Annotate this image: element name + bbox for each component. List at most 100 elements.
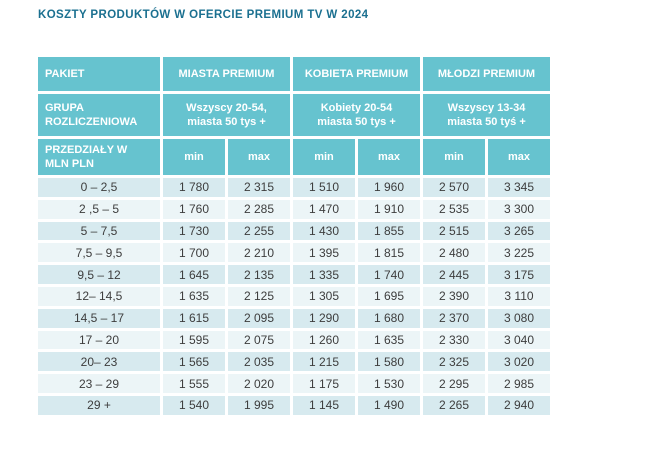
range-cell: 9,5 – 12	[38, 265, 160, 284]
value-cell: 2 515	[423, 221, 485, 241]
col-header-kobieta-max: max	[358, 139, 420, 175]
value-cell: 2 255	[228, 221, 290, 241]
col-header-kobieta-min: min	[293, 139, 355, 175]
value-cell: 2 035	[228, 352, 290, 372]
value-cell: 2 315	[228, 178, 290, 197]
value-cell: 2 325	[423, 352, 485, 372]
range-cell: 29 +	[38, 395, 160, 415]
value-cell: 1 855	[358, 221, 420, 241]
value-cell: 3 225	[488, 243, 550, 263]
value-cell: 1 700	[163, 243, 225, 263]
col-header-miasta-premium: MIASTA PREMIUM	[163, 57, 290, 91]
value-cell: 1 995	[228, 395, 290, 415]
value-cell: 2 330	[423, 330, 485, 350]
grupa-kobieta-premium: Kobiety 20-54 miasta 50 tys +	[293, 94, 420, 136]
value-cell: 1 680	[358, 308, 420, 328]
col-header-mlodzi-min: min	[423, 139, 485, 175]
value-cell: 1 510	[293, 178, 355, 197]
range-cell: 20– 23	[38, 352, 160, 372]
value-cell: 1 635	[358, 330, 420, 350]
value-cell: 2 075	[228, 330, 290, 350]
value-cell: 1 910	[358, 199, 420, 219]
value-cell: 3 345	[488, 178, 550, 197]
value-cell: 1 615	[163, 308, 225, 328]
value-cell: 3 020	[488, 352, 550, 372]
value-cell: 3 110	[488, 286, 550, 306]
value-cell: 1 960	[358, 178, 420, 197]
value-cell: 2 570	[423, 178, 485, 197]
col-header-mlodzi-premium: MŁODZI PREMIUM	[423, 57, 550, 91]
value-cell: 1 470	[293, 199, 355, 219]
range-cell: 7,5 – 9,5	[38, 243, 160, 263]
value-cell: 2 535	[423, 199, 485, 219]
value-cell: 1 215	[293, 352, 355, 372]
value-cell: 1 530	[358, 374, 420, 393]
range-cell: 2 ,5 – 5	[38, 199, 160, 219]
value-cell: 1 490	[358, 395, 420, 415]
range-cell: 17 – 20	[38, 330, 160, 350]
value-cell: 2 095	[228, 308, 290, 328]
value-cell: 2 020	[228, 374, 290, 393]
grupa-mlodzi-line2: miasta 50 tyś +	[447, 116, 526, 128]
col-header-miasta-max: max	[228, 139, 290, 175]
value-cell: 2 135	[228, 265, 290, 284]
value-cell: 2 940	[488, 395, 550, 415]
pricing-table: PAKIET MIASTA PREMIUM KOBIETA PREMIUM MŁ…	[38, 57, 550, 415]
grupa-mlodzi-premium: Wszyscy 13-34 miasta 50 tyś +	[423, 94, 550, 136]
grupa-kobieta-line1: Kobiety 20-54	[320, 101, 393, 114]
value-cell: 1 760	[163, 199, 225, 219]
col-header-miasta-min: min	[163, 139, 225, 175]
range-cell: 14,5 – 17	[38, 308, 160, 328]
range-cell: 12– 14,5	[38, 286, 160, 306]
value-cell: 2 125	[228, 286, 290, 306]
grupa-miasta-line2: miasta 50 tys +	[187, 116, 266, 128]
value-cell: 3 080	[488, 308, 550, 328]
value-cell: 1 540	[163, 395, 225, 415]
value-cell: 1 430	[293, 221, 355, 241]
value-cell: 1 305	[293, 286, 355, 306]
col-header-pakiet: PAKIET	[38, 57, 160, 91]
value-cell: 1 730	[163, 221, 225, 241]
row-header-przedzialy: PRZEDZIAŁY W MLN PLN	[38, 139, 160, 175]
col-header-kobieta-premium: KOBIETA PREMIUM	[293, 57, 420, 91]
row-header-grupa-rozliczeniowa: GRUPA ROZLICZENIOWA	[38, 94, 160, 136]
value-cell: 2 265	[423, 395, 485, 415]
value-cell: 1 595	[163, 330, 225, 350]
value-cell: 1 580	[358, 352, 420, 372]
value-cell: 2 445	[423, 265, 485, 284]
value-cell: 1 740	[358, 265, 420, 284]
grupa-mlodzi-line1: Wszyscy 13-34	[447, 101, 526, 114]
value-cell: 1 395	[293, 243, 355, 263]
value-cell: 2 210	[228, 243, 290, 263]
value-cell: 1 815	[358, 243, 420, 263]
value-cell: 2 985	[488, 374, 550, 393]
value-cell: 1 695	[358, 286, 420, 306]
value-cell: 1 175	[293, 374, 355, 393]
value-cell: 2 295	[423, 374, 485, 393]
range-cell: 0 – 2,5	[38, 178, 160, 197]
value-cell: 3 175	[488, 265, 550, 284]
value-cell: 2 390	[423, 286, 485, 306]
grupa-miasta-premium: Wszyscy 20-54, miasta 50 tys +	[163, 94, 290, 136]
value-cell: 1 565	[163, 352, 225, 372]
value-cell: 1 780	[163, 178, 225, 197]
value-cell: 1 635	[163, 286, 225, 306]
value-cell: 1 335	[293, 265, 355, 284]
grupa-kobieta-line2: miasta 50 tys +	[317, 116, 396, 128]
range-cell: 5 – 7,5	[38, 221, 160, 241]
value-cell: 1 555	[163, 374, 225, 393]
value-cell: 3 265	[488, 221, 550, 241]
value-cell: 1 145	[293, 395, 355, 415]
value-cell: 2 480	[423, 243, 485, 263]
value-cell: 1 260	[293, 330, 355, 350]
value-cell: 2 285	[228, 199, 290, 219]
value-cell: 2 370	[423, 308, 485, 328]
col-header-mlodzi-max: max	[488, 139, 550, 175]
page-title: KOSZTY PRODUKTÓW W OFERCIE PREMIUM TV W …	[38, 9, 369, 21]
value-cell: 1 645	[163, 265, 225, 284]
value-cell: 3 040	[488, 330, 550, 350]
value-cell: 1 290	[293, 308, 355, 328]
value-cell: 3 300	[488, 199, 550, 219]
range-cell: 23 – 29	[38, 374, 160, 393]
